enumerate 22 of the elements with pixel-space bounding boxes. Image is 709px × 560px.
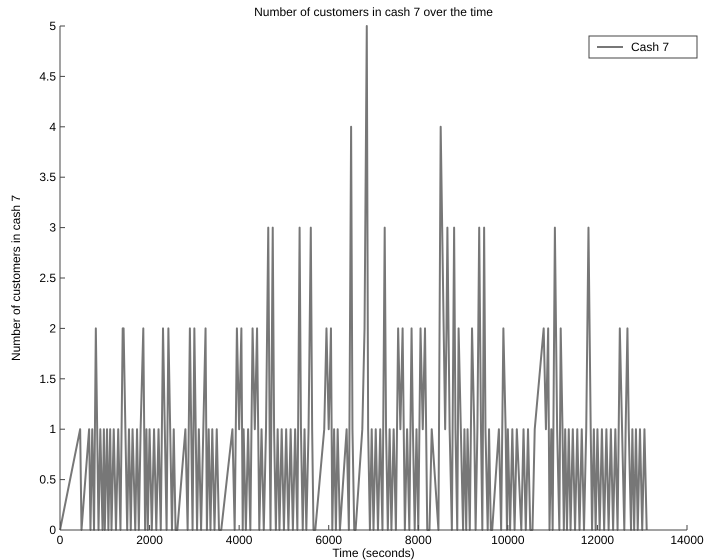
y-tick-label: 0.5 [39, 472, 56, 487]
y-tick-label: 2.5 [39, 271, 56, 285]
y-tick-label: 0 [49, 523, 56, 537]
x-tick-label: 14000 [670, 533, 704, 547]
y-tick-label: 2 [49, 321, 56, 336]
y-tick-label: 3 [49, 220, 56, 235]
chart-title: Number of customers in cash 7 over the time [254, 5, 494, 19]
y-axis-title: Number of customers in cash 7 [9, 194, 23, 362]
legend-label: Cash 7 [631, 40, 670, 54]
y-tick-label: 4 [49, 120, 56, 134]
y-tick-label: 4.5 [39, 69, 56, 84]
x-tick-label: 2000 [136, 533, 164, 547]
y-tick-label: 3.5 [39, 170, 56, 184]
y-tick-label: 5 [49, 19, 56, 33]
x-axis-title: Time (seconds) [332, 546, 415, 560]
x-tick-label: 10000 [491, 533, 525, 547]
y-tick-label: 1 [49, 422, 56, 436]
x-tick-label: 4000 [226, 533, 253, 547]
y-tick-label: 1.5 [39, 372, 56, 386]
x-tick-label: 6000 [315, 533, 342, 547]
x-tick-label: 8000 [404, 533, 432, 547]
x-tick-label: 12000 [580, 533, 614, 547]
